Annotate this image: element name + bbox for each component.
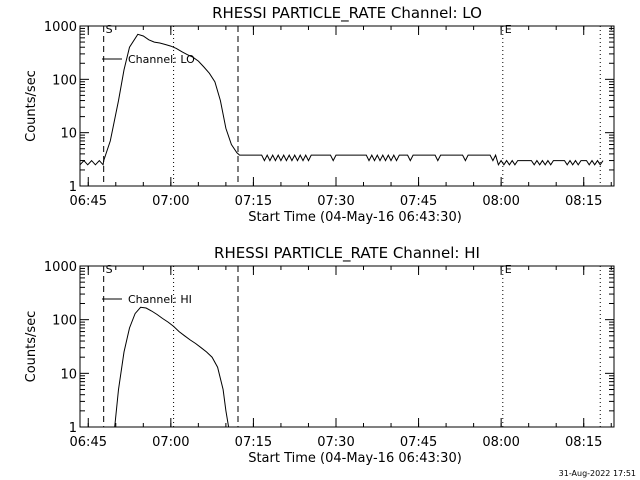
y-tick-label: 100	[52, 73, 77, 88]
y-tick-label: 1000	[44, 260, 77, 275]
marker-label: E	[505, 23, 512, 36]
y-tick-label: 10	[60, 367, 77, 382]
x-tick-label: 08:00	[482, 194, 519, 209]
x-axis-label: Start Time (04-May-16 06:43:30)	[248, 210, 462, 225]
x-tick-label: 07:45	[400, 194, 437, 209]
x-tick-label: 07:45	[400, 435, 437, 450]
x-tick-label: 07:30	[317, 435, 354, 450]
x-tick-label: 08:15	[565, 194, 602, 209]
x-tick-label: 07:15	[235, 435, 272, 450]
chart-title: RHESSI PARTICLE_RATE Channel: LO	[212, 4, 482, 23]
y-tick-label: 1000	[44, 20, 77, 35]
y-axis-label: Counts/sec	[24, 311, 39, 383]
y-tick-label: 10	[60, 127, 77, 142]
plot-frame	[79, 265, 615, 428]
x-tick-label: 07:30	[317, 194, 354, 209]
x-tick-label: 07:15	[235, 194, 272, 209]
marker-label: S	[106, 23, 113, 36]
y-axis-label: Counts/sec	[24, 70, 39, 142]
chart-panel-0: RHESSI PARTICLE_RATE Channel: LO 1 10 100 10…	[24, 4, 615, 225]
x-axis-label: Start Time (04-May-16 06:43:30)	[248, 451, 462, 466]
plot-frame	[79, 25, 615, 187]
legend-label: Channel: HI	[128, 293, 192, 306]
y-tick-label: 100	[52, 314, 77, 329]
chart-title: RHESSI PARTICLE_RATE Channel: HI	[214, 244, 480, 263]
x-tick-label: 06:45	[70, 435, 107, 450]
x-tick-label: 08:00	[482, 435, 519, 450]
marker-label: S	[106, 263, 113, 276]
x-tick-label: 06:45	[70, 194, 107, 209]
series-line-0	[80, 33, 604, 166]
y-tick-label: 1	[69, 421, 77, 436]
y-tick-label: 1	[69, 180, 77, 195]
footer-timestamp: 31-Aug-2022 17:51	[559, 469, 636, 478]
x-tick-label: 07:00	[152, 194, 189, 209]
x-tick-label: 07:00	[152, 435, 189, 450]
x-tick-label: 08:15	[565, 435, 602, 450]
legend-label: Channel: LO	[128, 53, 195, 66]
series-line-0	[114, 306, 230, 427]
marker-label: E	[505, 263, 512, 276]
chart-panel-1: RHESSI PARTICLE_RATE Channel: HI 1 10 100 10…	[24, 244, 615, 466]
